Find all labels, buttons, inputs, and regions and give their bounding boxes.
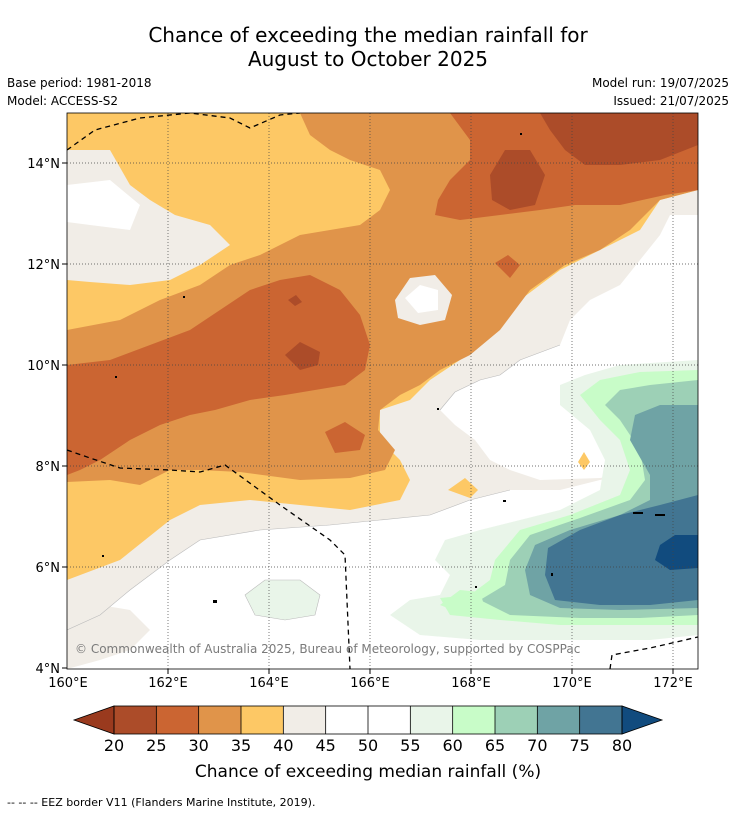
lon-label: 168°E [451, 676, 491, 691]
region-25-30-west [67, 275, 370, 475]
region-55-60-south [245, 580, 320, 620]
eez-borders [67, 113, 698, 669]
region-20-25-cell-b [285, 342, 320, 370]
lon-label: 162°E [148, 676, 188, 691]
region-35-40-cell [448, 478, 478, 498]
lon-label: 160°E [48, 676, 88, 691]
colorbar [72, 705, 664, 735]
colorbar-segment [368, 706, 411, 734]
colorbar-tick-label: 80 [611, 736, 633, 755]
lon-label: 166°E [350, 676, 390, 691]
colorbar-extend-low [72, 705, 115, 735]
meta-right: Model run: 19/07/2025 Issued: 21/07/2025 [592, 74, 729, 110]
region-25-30-cell [325, 422, 365, 453]
colorbar-segment [579, 706, 623, 734]
lat-label: 14°N [27, 157, 60, 172]
colorbar-segment [452, 706, 496, 734]
map-frame [66, 112, 699, 670]
base-period: Base period: 1981-2018 [7, 76, 152, 90]
map-title-line2: August to October 2025 [247, 47, 489, 71]
issued-date: Issued: 21/07/2025 [613, 94, 729, 108]
model-name: Model: ACCESS-S2 [7, 94, 119, 108]
lat-label: 4°N [36, 662, 61, 677]
colorbar-tick-label: 50 [357, 736, 379, 755]
region-60-65-cell [440, 590, 485, 615]
colorbar-segment [198, 706, 242, 734]
colorbar-tick-label: 20 [103, 736, 125, 755]
region-25-30-cell-2 [495, 255, 520, 278]
colorbar-tick-label: 25 [146, 736, 167, 755]
lat-label: 8°N [36, 460, 61, 475]
region-40-45-sw [67, 605, 150, 669]
region-75-80-east [545, 495, 698, 605]
colorbar-segment [114, 706, 157, 734]
colorbar-segment [241, 706, 284, 734]
model-run: Model run: 19/07/2025 [591, 76, 729, 90]
colorbar-tick-label: 40 [273, 736, 294, 755]
colorbar-tick-label: 75 [569, 736, 590, 755]
colorbar-segment [495, 706, 538, 734]
colorbar-tick-label: 55 [400, 736, 421, 755]
lon-labels: 160°E 162°E 164°E 166°E 168°E 170°E 172°… [48, 676, 693, 691]
meta-left: Base period: 1981-2018 Model: ACCESS-S2 [7, 74, 152, 110]
map-ticks [62, 162, 674, 674]
lat-label: 6°N [36, 561, 61, 576]
lon-label: 170°E [552, 676, 592, 691]
contour-fill [67, 113, 698, 669]
map-gridlines [67, 113, 698, 669]
region-80-plus-east [655, 535, 698, 570]
lat-label: 12°N [27, 258, 60, 273]
region-45-50-nw [67, 180, 140, 230]
colorbar-segment [283, 706, 326, 734]
region-20-25-northeast [540, 113, 698, 165]
lon-label: 172°E [653, 676, 693, 691]
colorbar-segment [410, 706, 453, 734]
region-20-25-cell-c [288, 295, 302, 306]
lat-labels: 14°N 12°N 10°N 8°N 6°N 4°N [27, 157, 60, 677]
colorbar-tick-label: 70 [527, 736, 548, 755]
colorbar-extend-high [621, 705, 664, 735]
islands [102, 133, 665, 603]
colorbar-tick-label: 35 [230, 736, 252, 755]
region-35-40-cell-2 [578, 452, 590, 470]
copyright-notice: © Commonwealth of Australia 2025, Bureau… [75, 642, 580, 656]
lat-label: 10°N [27, 359, 60, 374]
colorbar-segment [156, 706, 199, 734]
colorbar-tick-label: 30 [188, 736, 209, 755]
colorbar-tick-label: 65 [484, 736, 506, 755]
lon-label: 164°E [249, 676, 289, 691]
colorbar-segment [537, 706, 580, 734]
region-20-25-cell-a [490, 150, 545, 210]
colorbar-tick-label: 45 [315, 736, 336, 755]
region-50-55-hole [405, 285, 438, 313]
colorbar-segment [325, 706, 369, 734]
colorbar-title: Chance of exceeding median rainfall (%) [194, 762, 542, 782]
map-title-line1: Chance of exceeding the median rainfall … [148, 23, 588, 47]
eez-legend-note: -- -- -- EEZ border V11 (Flanders Marine… [7, 796, 316, 809]
colorbar-tick-label: 60 [442, 736, 463, 755]
contour-lines [67, 344, 561, 631]
